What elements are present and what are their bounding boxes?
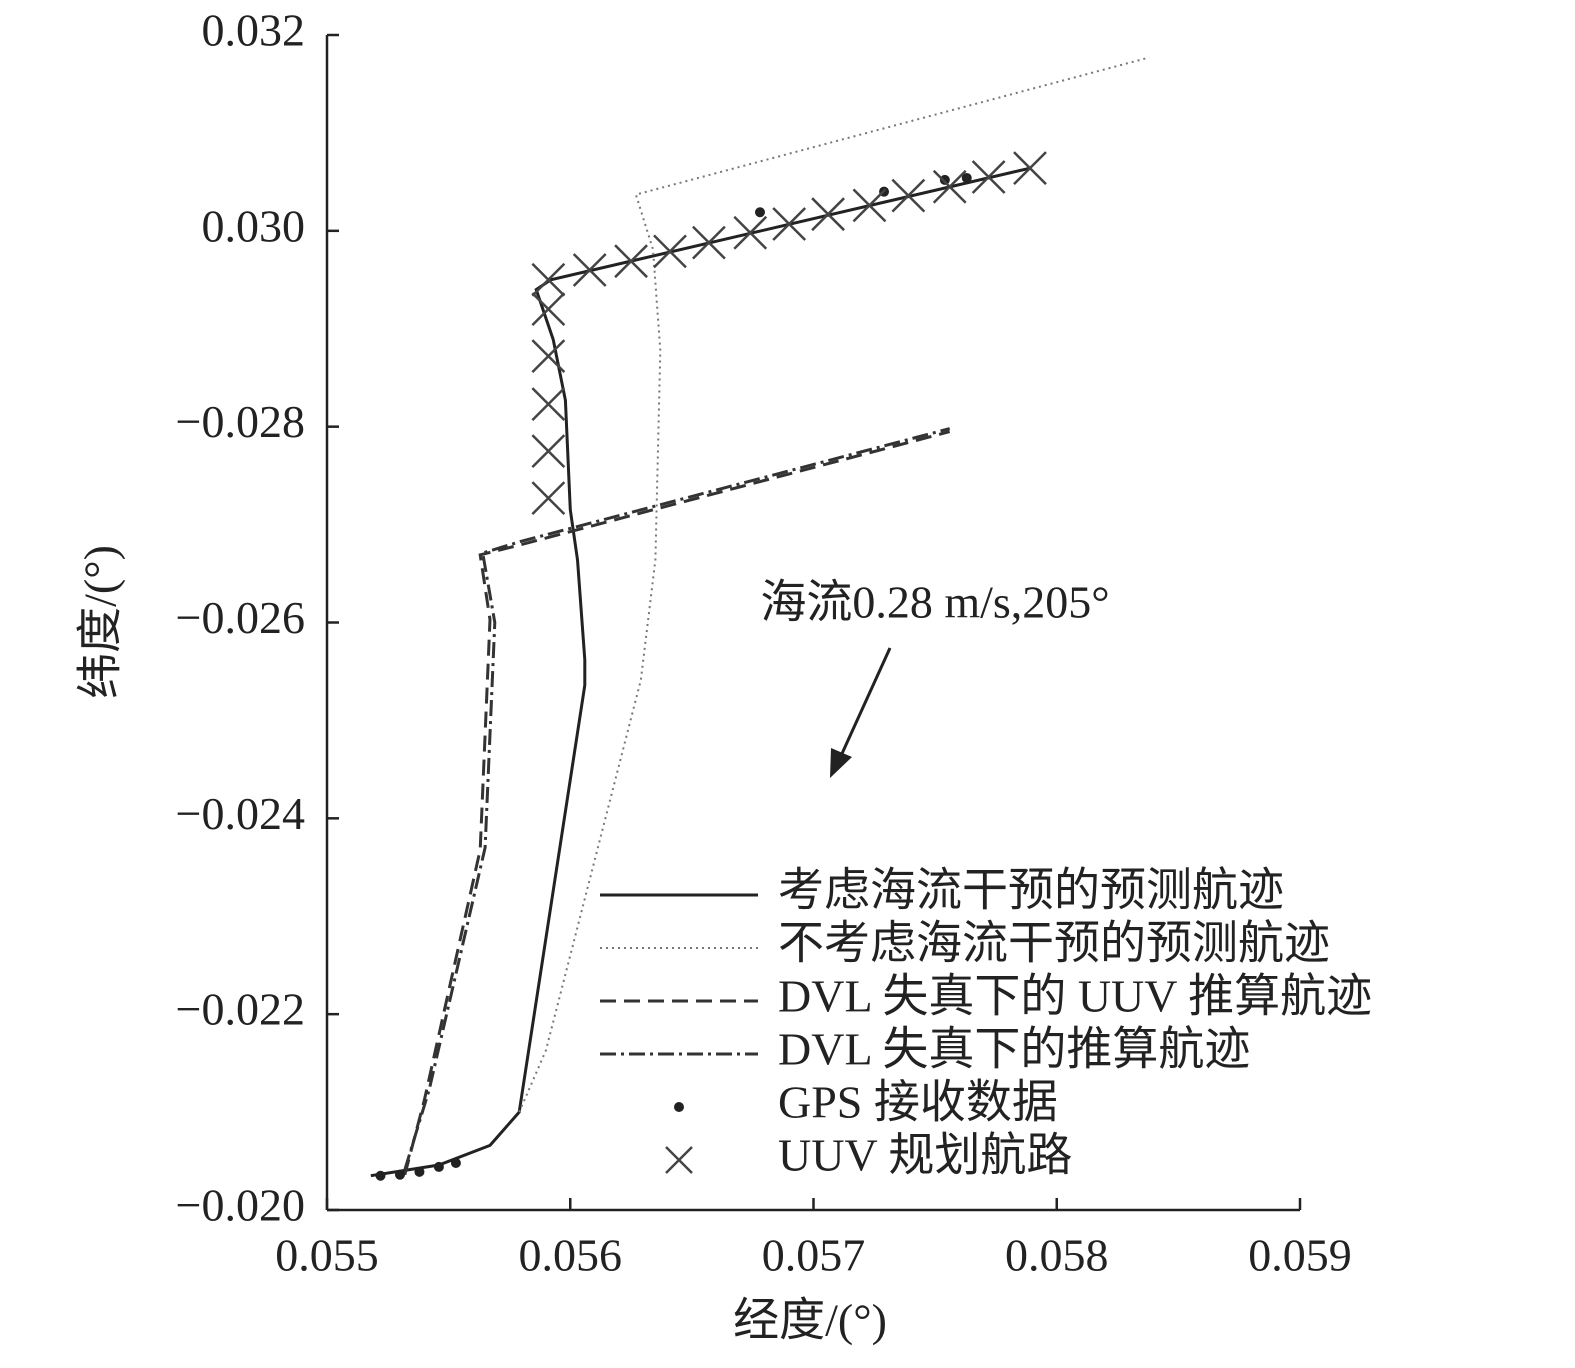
cross-stroke — [692, 225, 726, 260]
annotation: 海流0.28 m/s,205° — [760, 577, 1109, 628]
cross-stroke — [531, 292, 566, 327]
cross-marker — [891, 178, 926, 213]
cross-marker — [692, 225, 726, 260]
gps-point — [450, 1158, 461, 1168]
x-tick-label: 0.058 — [1005, 1230, 1109, 1281]
gps-point — [433, 1161, 444, 1172]
cross-marker — [811, 197, 845, 232]
cross-stroke — [531, 387, 566, 422]
cross-stroke — [733, 215, 768, 250]
cross-stroke — [665, 1146, 693, 1174]
cross-marker — [971, 160, 1006, 194]
cross-marker — [772, 207, 807, 241]
y-tick-label: 0.030 — [202, 200, 306, 251]
cross-stroke — [772, 207, 807, 241]
series-line — [403, 430, 951, 1176]
x-axis-label: 经度/(°) — [733, 1295, 887, 1346]
y-tick-label: −0.028 — [176, 396, 305, 447]
cross-marker — [614, 244, 648, 279]
cross-marker — [932, 169, 967, 204]
y-tick-label: −0.020 — [176, 1180, 305, 1231]
series-line — [370, 166, 1031, 1178]
cross-marker — [572, 253, 607, 287]
cross-marker — [531, 434, 566, 469]
cross-stroke — [531, 481, 566, 516]
gps-point — [754, 207, 765, 218]
series-line — [403, 427, 951, 1171]
cross-marker — [531, 292, 566, 327]
gps-point — [414, 1166, 425, 1177]
y-tick-label: −0.026 — [176, 592, 305, 643]
cross-marker — [531, 339, 566, 374]
current-arrow — [830, 647, 892, 778]
y-tick-label: 0.032 — [202, 5, 306, 56]
legend-label: UUV 规划航路 — [778, 1130, 1072, 1181]
cross-marker — [733, 215, 768, 250]
gps-point — [961, 172, 972, 183]
cross-marker — [653, 234, 687, 269]
legend-label: 考虑海流干预的预测航迹 — [778, 865, 1284, 916]
legend-label: DVL 失真下的推算航迹 — [778, 1024, 1250, 1075]
y-tick-label: −0.022 — [176, 984, 305, 1035]
cross-stroke — [653, 234, 687, 269]
cross-stroke — [891, 178, 926, 213]
gps-point — [939, 174, 950, 185]
legend-swatch — [674, 1102, 684, 1112]
cross-stroke — [531, 339, 566, 374]
x-tick-label: 0.059 — [1248, 1230, 1352, 1281]
x-tick-label: 0.055 — [275, 1230, 379, 1281]
y-tick-label: −0.024 — [176, 788, 305, 839]
legend-label: DVL 失真下的 UUV 推算航迹 — [778, 971, 1372, 1022]
cross-stroke — [614, 244, 648, 279]
legend-label: GPS 接收数据 — [778, 1077, 1058, 1128]
cross-stroke — [531, 262, 566, 297]
cross-stroke — [531, 434, 566, 469]
y-axis-label: 纬度/(°) — [75, 545, 126, 699]
gps-point — [375, 1170, 386, 1181]
cross-stroke — [811, 197, 845, 232]
cross-stroke — [1013, 151, 1047, 186]
cross-stroke — [572, 253, 607, 287]
cross-marker — [665, 1146, 693, 1174]
cross-marker — [1013, 151, 1047, 186]
legend-label: 不考虑海流干预的预测航迹 — [778, 918, 1330, 969]
cross-marker — [531, 387, 566, 422]
x-tick-label: 0.056 — [519, 1230, 623, 1281]
cross-stroke — [852, 188, 887, 223]
x-tick-label: 0.057 — [762, 1230, 866, 1281]
gps-point — [394, 1169, 405, 1180]
cross-stroke — [932, 169, 967, 204]
cross-stroke — [971, 160, 1006, 194]
cross-marker — [852, 188, 887, 223]
cross-marker — [531, 481, 566, 516]
cross-marker — [531, 262, 566, 297]
